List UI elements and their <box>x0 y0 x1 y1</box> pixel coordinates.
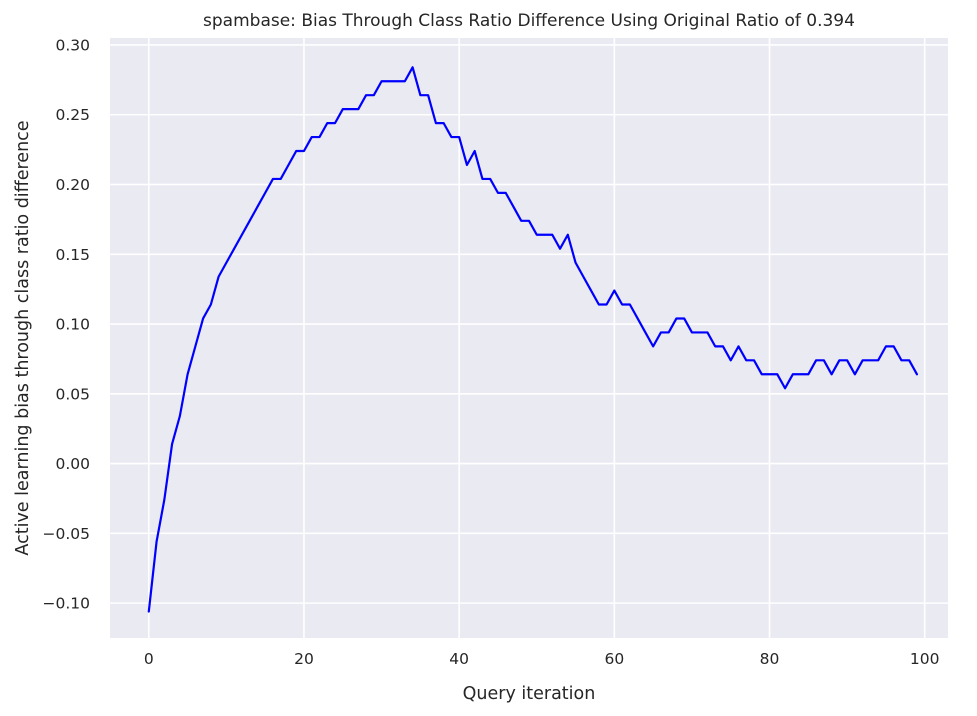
x-tick-label: 0 <box>144 650 154 668</box>
x-axis-label: Query iteration <box>463 684 596 704</box>
x-tick-label: 40 <box>449 650 469 668</box>
y-tick-label: 0.25 <box>55 106 90 124</box>
x-tick-label: 80 <box>760 650 780 668</box>
y-tick-label: 0.15 <box>55 246 90 264</box>
y-tick-label: 0.05 <box>55 385 90 403</box>
y-tick-label: −0.05 <box>43 525 91 543</box>
grid-lines <box>110 38 948 638</box>
x-tick-label: 20 <box>294 650 314 668</box>
series-line <box>147 66 919 613</box>
y-tick-label: 0.10 <box>55 316 90 334</box>
y-tick-label: 0.00 <box>55 455 90 473</box>
tick-labels: 0 20 40 60 80 100 −0.10 −0.05 0.00 0.05 0.10 0.15 0.… <box>43 36 940 668</box>
y-tick-label: 0.20 <box>55 176 90 194</box>
x-tick-label: 100 <box>910 650 940 668</box>
x-tick-label: 60 <box>604 650 624 668</box>
chart-title: spambase: Bias Through Class Ratio Diffe… <box>203 11 855 31</box>
y-tick-label: 0.30 <box>55 36 90 54</box>
y-axis-label: Active learning bias through class ratio… <box>13 120 33 555</box>
series-layer <box>147 66 919 613</box>
y-tick-label: −0.10 <box>43 595 91 613</box>
plot-area <box>110 38 948 638</box>
